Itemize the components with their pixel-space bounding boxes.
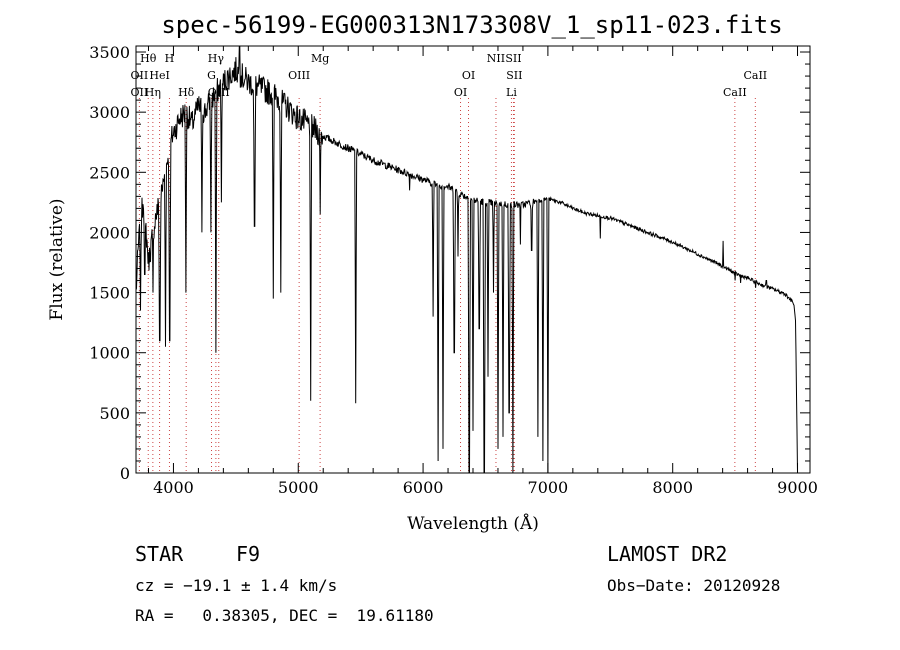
line-marker-label: H xyxy=(165,52,175,65)
y-tick-label: 1500 xyxy=(89,284,130,303)
line-marker-label: Hη xyxy=(145,86,161,99)
x-tick-label: 9000 xyxy=(777,478,818,497)
x-axis-label: Wavelength (Å) xyxy=(407,513,539,534)
spectrum-line xyxy=(135,45,798,474)
line-marker-label: SII xyxy=(506,69,522,82)
line-marker-label: OII xyxy=(131,69,149,82)
line-marker-label: OI xyxy=(462,69,475,82)
line-marker-label: OII xyxy=(131,86,149,99)
line-marker-label: Li xyxy=(506,86,517,99)
survey-name: LAMOST DR2 xyxy=(607,542,728,566)
x-tick-label: 5000 xyxy=(278,478,319,497)
object-class: STAR xyxy=(135,542,184,566)
axis-layer: 4000 5000 6000 7000 8000 9000 0 500 1000 1500 2000… xyxy=(89,43,818,497)
line-marker-label: NII xyxy=(487,52,505,65)
y-tick-label: 3000 xyxy=(89,103,130,122)
line-marker-label: Hθ xyxy=(140,52,157,65)
line-marker-label: Hδ xyxy=(178,86,195,99)
x-tick-label: 8000 xyxy=(652,478,693,497)
line-marker-label: CaII xyxy=(743,69,767,82)
y-tick-label: 2000 xyxy=(89,223,130,242)
x-tick-label: 6000 xyxy=(403,478,444,497)
line-marker-label: OI xyxy=(454,86,467,99)
redshift-text: cz = −19.1 ± 1.4 km/s xyxy=(135,576,338,595)
chart-title: spec-56199-EG000313N173308V_1_sp11-023.f… xyxy=(161,11,782,39)
y-axis-label: Flux (relative) xyxy=(47,198,67,320)
x-tick-label: 7000 xyxy=(528,478,569,497)
y-tick-label: 0 xyxy=(120,464,130,483)
line-marker-label: G xyxy=(207,69,216,82)
line-marker-label: HeI xyxy=(149,69,169,82)
y-tick-label: 500 xyxy=(99,404,130,423)
coordinates-text: RA = 0.38305, DEC = 19.61180 xyxy=(135,606,434,625)
y-tick-label: 1000 xyxy=(89,344,130,363)
line-marker-label: CaII xyxy=(723,86,747,99)
line-marker-label: SII xyxy=(505,52,521,65)
obs-date-text: Obs−Date: 20120928 xyxy=(607,576,781,595)
y-tick-label: 2500 xyxy=(89,163,130,182)
line-marker-label: OIII xyxy=(288,69,310,82)
line-marker-label: Hγ xyxy=(208,52,225,65)
spectrum-layer xyxy=(135,45,798,474)
line-marker-label: Mg xyxy=(311,52,329,65)
y-tick-label: 3500 xyxy=(89,43,130,62)
x-tick-label: 4000 xyxy=(153,478,194,497)
object-subclass: F9 xyxy=(236,542,261,566)
